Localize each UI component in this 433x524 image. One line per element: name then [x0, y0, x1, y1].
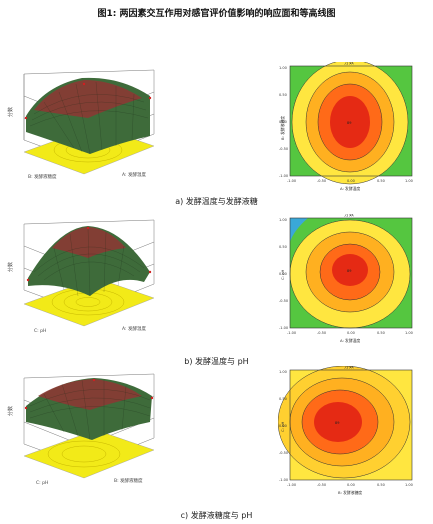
surface-top	[34, 80, 142, 118]
panel-a: 分数 A: 发酵温度 B: 发酵液糖度 分数 89 -1.00 -0.50 0.…	[0, 62, 433, 216]
caption-c: c) 发酵液糖度与 pH	[180, 511, 253, 520]
contour-y-label: B: 发酵液糖度	[280, 116, 285, 140]
contour-center-value: 89	[335, 421, 339, 425]
svg-text:-1.00: -1.00	[279, 174, 288, 178]
svg-text:1.00: 1.00	[279, 370, 287, 374]
contour-plot-a: 分数 89 -1.00 -0.50 0.00 0.50 1.00 1.00 0.…	[279, 62, 413, 191]
surface-z-label: 分数	[7, 406, 14, 416]
surface-top	[38, 379, 142, 410]
svg-text:-1.00: -1.00	[279, 326, 288, 330]
svg-text:-0.50: -0.50	[317, 483, 326, 487]
contour-title: 分数	[344, 214, 354, 218]
surface-x-label: A: 发酵温度	[122, 171, 146, 178]
svg-text:0.00: 0.00	[279, 120, 287, 124]
contour-plot-c: 分数 89 -1.00 -0.50 0.00 0.50 1.00 1.00 0.…	[278, 366, 413, 495]
surface-x-label: A: 发酵温度	[122, 325, 146, 332]
contour-plot-b: 分数 89 -1.00 -0.50 0.00 0.50 1.00 1.00 0.…	[279, 214, 413, 343]
caption-b: b) 发酵温度与 pH	[184, 357, 249, 366]
design-points	[24, 82, 152, 120]
contour-x-ticks: -1.00 -0.50 0.00 0.50 1.00	[287, 483, 413, 487]
surface-z-label: 分数	[7, 262, 14, 272]
contour-center	[332, 254, 368, 286]
svg-text:0.50: 0.50	[279, 397, 287, 401]
contour-x-ticks: -1.00 -0.50 0.00 0.50 1.00	[287, 179, 413, 183]
surface-y-label: C: pH	[36, 480, 48, 486]
svg-text:-0.50: -0.50	[317, 179, 326, 183]
svg-text:0.00: 0.00	[347, 331, 355, 335]
svg-text:0.50: 0.50	[377, 331, 385, 335]
svg-text:0.00: 0.00	[347, 483, 355, 487]
contour-corner	[290, 218, 308, 242]
panel-c: 分数 B: 发酵液糖度 C: pH 分数 89 -1.00 -0.50 0.00…	[0, 366, 433, 524]
response-surface-a: 分数 A: 发酵温度 B: 发酵液糖度	[7, 69, 155, 180]
svg-text:-0.50: -0.50	[317, 331, 326, 335]
contour-center	[330, 96, 370, 148]
panel-b: 分数 A: 发酵温度 C: pH 分数 89 -1.00 -0.50 0.00 …	[0, 212, 433, 366]
svg-text:0.00: 0.00	[279, 424, 287, 428]
caption-a: a) 发酵温度与发酵液糖	[175, 197, 258, 206]
surface-gridlines	[29, 81, 149, 155]
svg-text:-1.00: -1.00	[287, 179, 296, 183]
surface-gridlines	[29, 379, 151, 441]
floor-contours	[47, 440, 121, 468]
contour-x-ticks: -1.00 -0.50 0.00 0.50 1.00	[287, 331, 413, 335]
design-points	[26, 226, 152, 282]
contour-center	[314, 402, 362, 442]
figure-title: 图1: 两因素交互作用对感官评价值影响的响应面和等高线图	[97, 9, 336, 19]
design-points	[24, 378, 154, 410]
contour-y-label: C: pH	[280, 421, 285, 432]
svg-text:-1.00: -1.00	[279, 478, 288, 482]
svg-text:0.50: 0.50	[377, 483, 385, 487]
svg-text:1.00: 1.00	[279, 218, 287, 222]
svg-text:0.50: 0.50	[279, 93, 287, 97]
svg-text:1.00: 1.00	[405, 483, 413, 487]
contour-x-label: A: 发酵温度	[340, 338, 360, 343]
svg-text:-0.50: -0.50	[279, 147, 288, 151]
contour-y-label: C: pH	[280, 269, 285, 280]
contour-title: 分数	[344, 366, 354, 370]
svg-text:0.00: 0.00	[347, 179, 355, 183]
contour-title: 分数	[344, 62, 354, 66]
contour-x-label: B: 发酵液糖度	[338, 490, 362, 495]
surface-x-label: B: 发酵液糖度	[114, 477, 143, 484]
svg-text:-0.50: -0.50	[279, 299, 288, 303]
surface-y-label: B: 发酵液糖度	[28, 173, 57, 180]
svg-text:0.50: 0.50	[377, 179, 385, 183]
svg-text:0.50: 0.50	[279, 245, 287, 249]
contour-y-ticks: 1.00 0.50 0.00 -0.50 -1.00	[279, 218, 288, 330]
contour-center-value: 89	[347, 269, 351, 273]
response-surface-c: 分数 B: 发酵液糖度 C: pH	[7, 373, 155, 486]
contour-y-ticks: 1.00 0.50 0.00 -0.50 -1.00	[279, 66, 288, 178]
surface-z-label: 分数	[7, 107, 14, 117]
contour-x-label: A: 发酵温度	[340, 186, 360, 191]
svg-text:-1.00: -1.00	[287, 331, 296, 335]
svg-text:1.00: 1.00	[279, 66, 287, 70]
svg-text:1.00: 1.00	[405, 179, 413, 183]
surface-y-label: C: pH	[34, 328, 46, 334]
svg-text:0.00: 0.00	[279, 272, 287, 276]
contour-center-value: 89	[347, 121, 351, 125]
svg-text:-0.50: -0.50	[279, 451, 288, 455]
surface-floor	[23, 429, 155, 479]
svg-text:1.00: 1.00	[405, 331, 413, 335]
svg-text:-1.00: -1.00	[287, 483, 296, 487]
contour-y-ticks: 1.00 0.50 0.00 -0.50 -1.00	[279, 370, 288, 482]
response-surface-b: 分数 A: 发酵温度 C: pH	[7, 219, 155, 334]
